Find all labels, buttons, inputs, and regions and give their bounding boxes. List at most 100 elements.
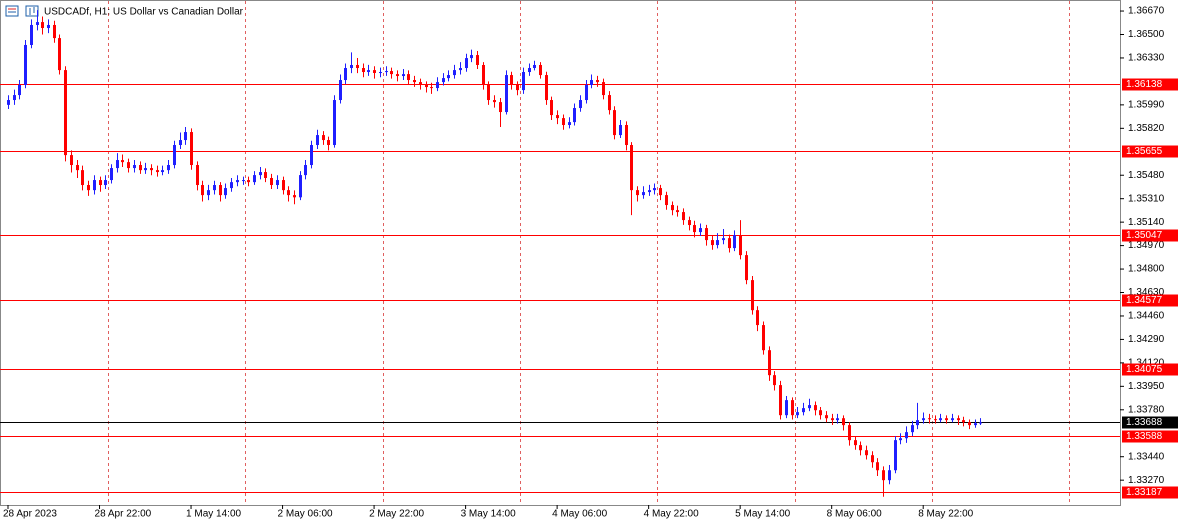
x-tick-label: 1 May 14:00: [186, 509, 241, 520]
candle-body: [41, 22, 44, 29]
candle-body: [127, 162, 130, 169]
candle-body: [99, 180, 102, 186]
y-tick-label: 1.36330: [1128, 53, 1165, 64]
candle-body: [968, 422, 971, 426]
candle-body: [276, 180, 279, 186]
candle-body: [762, 325, 765, 351]
candle-body: [722, 238, 725, 241]
candle-body: [854, 440, 857, 446]
candle-body: [339, 80, 342, 101]
candle-body: [665, 195, 668, 206]
candle-body: [671, 205, 674, 211]
candle-body: [64, 70, 67, 156]
candle-body: [104, 180, 107, 186]
x-tick-label: 28 Apr 2023: [3, 509, 57, 520]
candle-body: [327, 140, 330, 146]
candle-body: [402, 74, 405, 77]
candle-body: [207, 190, 210, 196]
candle-body: [36, 22, 39, 25]
candle-body: [739, 235, 742, 256]
candle-body: [825, 415, 828, 419]
y-tick-label: 1.35140: [1128, 217, 1165, 228]
candle-body: [842, 418, 845, 426]
candle-body: [905, 432, 908, 439]
candle-body: [539, 64, 542, 76]
candle-body: [173, 145, 176, 166]
candle-body: [367, 70, 370, 73]
candle-body: [768, 350, 771, 376]
y-tick-label: 1.36500: [1128, 29, 1165, 40]
candle-body: [888, 470, 891, 481]
candle-body: [299, 175, 302, 198]
x-tick-label: 5 May 14:00: [735, 509, 790, 520]
candle-body: [259, 172, 262, 176]
candle-body: [47, 24, 50, 29]
candle-body: [350, 64, 353, 69]
candle-body: [808, 405, 811, 409]
y-tick-label: 1.33950: [1128, 381, 1165, 392]
y-tick-label: 1.34970: [1128, 240, 1165, 251]
candle-body: [779, 385, 782, 416]
candle-body: [682, 212, 685, 221]
price-level-tag: [1122, 78, 1178, 91]
candle-body: [362, 68, 365, 73]
y-tick-label: 1.35990: [1128, 100, 1165, 111]
candle-body: [430, 87, 433, 89]
candle-body: [196, 165, 199, 186]
candle-body: [76, 165, 79, 171]
y-tick-label: 1.34460: [1128, 311, 1165, 322]
price-level-label: 1.34075: [1126, 364, 1163, 375]
price-level-label: 1.36138: [1126, 79, 1163, 90]
candle-body: [871, 455, 874, 463]
candle-body: [356, 64, 359, 69]
icon: [25, 5, 39, 17]
candle-body: [482, 64, 485, 85]
candle-body: [676, 210, 679, 213]
y-tick-label: 1.33270: [1128, 475, 1165, 486]
candle-body: [568, 122, 571, 126]
price-level-tag: [1122, 363, 1178, 376]
plot-frame: [0, 0, 1121, 506]
candle-body: [322, 135, 325, 141]
candle-body: [625, 125, 628, 146]
price-level-label: 1.34577: [1126, 295, 1163, 306]
candle-body: [728, 238, 731, 249]
last-price-label: 1.33688: [1126, 417, 1163, 428]
candle-body: [442, 78, 445, 83]
candle-body: [270, 177, 273, 186]
candle-body: [58, 38, 61, 71]
candle-body: [716, 240, 719, 246]
candle-body: [87, 185, 90, 191]
icon: [5, 5, 19, 17]
price-level-tag: [1122, 294, 1178, 307]
candle-body: [213, 185, 216, 191]
candle-body: [18, 84, 21, 96]
candle-body: [791, 400, 794, 416]
candle-body: [894, 440, 897, 471]
x-tick-label: 4 May 06:00: [552, 509, 607, 520]
candle-body: [304, 165, 307, 176]
candle-body: [733, 235, 736, 249]
candle-body: [711, 240, 714, 246]
candle-body: [865, 450, 868, 456]
candle-body: [802, 408, 805, 413]
candle-body: [373, 70, 376, 73]
y-tick-label: 1.35310: [1128, 193, 1165, 204]
candle-body: [596, 80, 599, 83]
candle-body: [459, 68, 462, 71]
candle-body: [493, 100, 496, 103]
x-tick-label: 8 May 22:00: [918, 509, 973, 520]
candle-body: [550, 100, 553, 116]
candle-body: [756, 310, 759, 326]
candle-body: [316, 135, 319, 146]
candle-body: [425, 84, 428, 88]
candle-body: [659, 188, 662, 196]
candle-body: [344, 68, 347, 81]
candle-body: [419, 82, 422, 85]
candle-body: [613, 110, 616, 136]
candle-body: [831, 418, 834, 421]
candle-body: [945, 418, 948, 421]
candle-body: [533, 64, 536, 69]
